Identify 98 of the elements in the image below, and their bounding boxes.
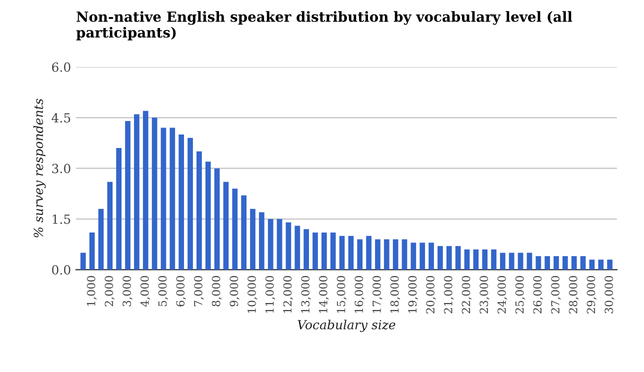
- bar: [446, 246, 452, 270]
- bar: [160, 128, 166, 270]
- bar: [473, 249, 479, 270]
- chart-title: Non-native English speaker distribution by vocabulary level (all participants): [76, 11, 572, 40]
- y-tick-label: 4.5: [52, 113, 70, 123]
- bar: [80, 252, 86, 270]
- bar: [304, 229, 309, 270]
- x-tick-label: 18,000: [390, 276, 400, 313]
- bar: [107, 182, 113, 270]
- x-tick-label: 21,000: [444, 276, 454, 314]
- bar: [330, 232, 336, 270]
- x-tick-label: 12,000: [283, 276, 294, 313]
- x-tick-label: 29,000: [586, 276, 597, 314]
- bar: [339, 236, 345, 270]
- bar: [366, 236, 372, 270]
- bar: [188, 138, 193, 270]
- x-tick-label: 23,000: [480, 276, 490, 314]
- bar: [482, 249, 488, 270]
- bar: [536, 256, 542, 270]
- bar: [420, 242, 426, 270]
- x-tick-label: 28,000: [568, 276, 579, 314]
- bar: [357, 239, 363, 270]
- y-tick-label: 6.0: [52, 62, 70, 72]
- x-tick-label: 10,000: [248, 276, 258, 313]
- bar: [152, 118, 158, 270]
- x-tick-label: 5,000: [158, 276, 168, 306]
- bar: [321, 232, 327, 270]
- bar: [410, 242, 416, 270]
- bar: [544, 256, 550, 270]
- bar: [294, 226, 300, 270]
- bar: [205, 162, 211, 270]
- x-tick-label: 1,000: [86, 276, 97, 306]
- bar: [589, 260, 595, 270]
- bar: [455, 246, 461, 270]
- x-tick-label: 7,000: [194, 276, 204, 306]
- x-tick-label: 2,000: [104, 276, 114, 306]
- bar: [134, 114, 140, 270]
- bar: [554, 256, 559, 270]
- x-tick-label: 13,000: [301, 276, 311, 313]
- x-tick-label: 14,000: [318, 276, 329, 313]
- bar: [518, 252, 524, 270]
- bar: [438, 246, 443, 270]
- x-tick-label: 30,000: [604, 276, 614, 314]
- bar: [258, 212, 264, 270]
- x-tick-label: 25,000: [515, 276, 526, 314]
- x-tick-label: 16,000: [354, 276, 364, 313]
- x-tick-label: 9,000: [230, 276, 240, 306]
- y-tick-label: 3.0: [52, 164, 70, 174]
- bar: [526, 252, 532, 270]
- bar: [268, 219, 274, 270]
- x-tick-label: 24,000: [498, 276, 508, 314]
- bar: [508, 252, 514, 270]
- bar: [500, 252, 506, 270]
- bar: [125, 121, 130, 270]
- bar: [286, 222, 292, 270]
- bar: [276, 219, 282, 270]
- bar: [562, 256, 568, 270]
- x-tick-label: 11,000: [265, 276, 276, 313]
- x-tick-label: 6,000: [176, 276, 186, 306]
- x-tick-label: 3,000: [122, 276, 132, 306]
- bar: [98, 208, 104, 270]
- x-tick-label: 4,000: [140, 276, 150, 307]
- bar: [241, 195, 246, 270]
- x-tick-label: 26,000: [533, 276, 543, 314]
- bar: [428, 242, 434, 270]
- bar: [223, 182, 229, 270]
- x-tick-label: 27,000: [551, 276, 561, 314]
- y-axis-title: % survey respondents: [33, 98, 46, 238]
- bar: [464, 249, 470, 270]
- bar: [571, 256, 577, 270]
- bar: [89, 232, 95, 270]
- y-tick-label: 1.5: [52, 214, 70, 224]
- bar: [392, 239, 398, 270]
- bar: [598, 260, 604, 270]
- bar: [196, 151, 202, 270]
- bar: [384, 239, 390, 270]
- bar: [250, 208, 256, 270]
- x-tick-label: 20,000: [426, 276, 436, 314]
- bar: [402, 239, 408, 270]
- x-tick-label: 19,000: [408, 276, 418, 313]
- bar: [607, 260, 612, 270]
- bar: [116, 148, 122, 270]
- bar: [170, 128, 176, 270]
- bar: [312, 232, 318, 270]
- bar: [142, 110, 148, 270]
- x-tick-label: 8,000: [212, 276, 222, 306]
- bar: [580, 256, 586, 270]
- x-tick-label: 22,000: [462, 276, 472, 314]
- bar: [491, 249, 496, 270]
- bar: [178, 134, 184, 270]
- x-axis-title: Vocabulary size: [298, 320, 396, 332]
- bar: [348, 236, 354, 270]
- y-tick-label: 0.0: [52, 265, 70, 275]
- x-tick-label: 17,000: [372, 276, 382, 313]
- bar: [232, 188, 238, 270]
- bar: [214, 168, 220, 270]
- x-tick-label: 15,000: [336, 276, 347, 313]
- bar: [375, 239, 380, 270]
